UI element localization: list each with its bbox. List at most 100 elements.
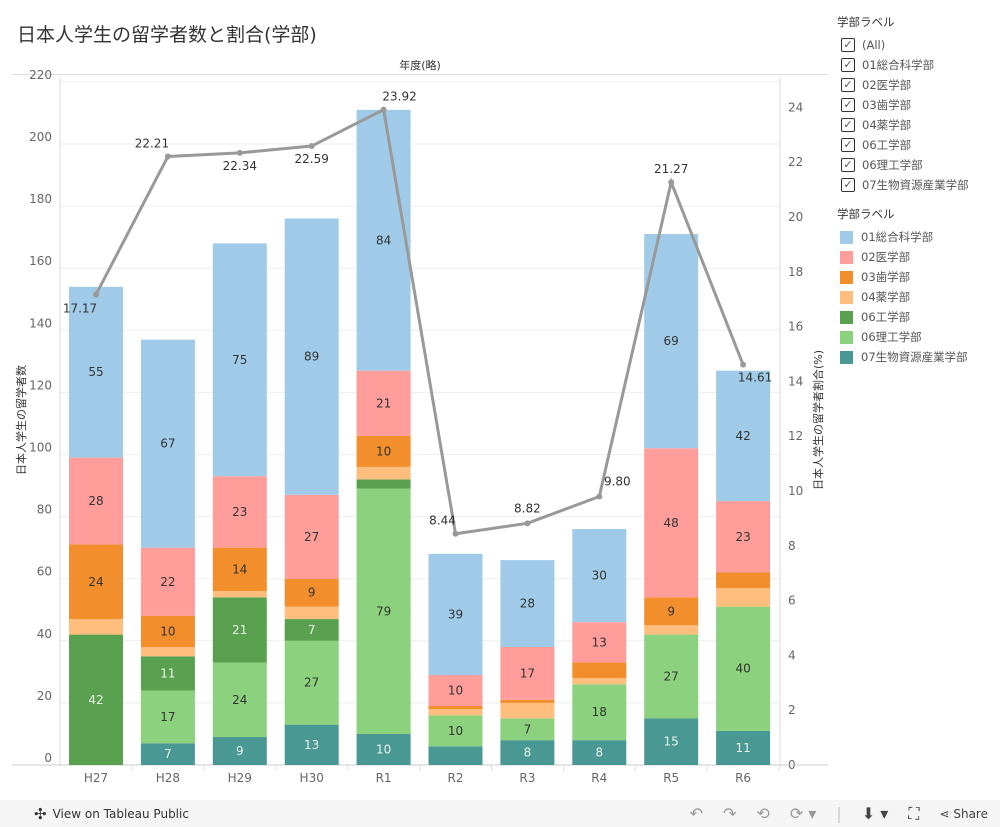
checkbox-checked-icon[interactable]: ✓: [841, 38, 855, 52]
bar-segment: [284, 640, 339, 725]
bar-data-label: 10: [376, 742, 391, 756]
y-tick-label: 40: [37, 627, 52, 641]
bar-segment: [69, 286, 123, 458]
ratio-data-label: 14.61: [738, 371, 772, 385]
y2-axis-title: 日本人学生の留学者割合(%): [811, 350, 825, 490]
bar-data-label: 10: [160, 624, 175, 638]
color-legend-item[interactable]: 06工学部: [837, 307, 968, 327]
bar-segment: [716, 606, 771, 731]
ratio-point: [452, 530, 459, 537]
filter-item[interactable]: ✓ 01総合科学部: [837, 55, 969, 75]
filter-item-label: 07生物資源産業学部: [862, 178, 969, 192]
ratio-line: [94, 107, 745, 536]
fullscreen-icon[interactable]: ⛶: [908, 803, 920, 823]
checkbox-checked-icon[interactable]: ✓: [841, 178, 855, 192]
filter-item[interactable]: ✓ 04薬学部: [837, 115, 969, 135]
refresh-icon[interactable]: ⟳ ▾: [789, 804, 817, 823]
color-legend-title: 学部ラベル: [837, 207, 895, 221]
bar-data-label: 79: [376, 604, 391, 618]
x-tick-label: R4: [591, 771, 607, 785]
y2-tick-label: 2: [788, 703, 796, 717]
bar-segment: [140, 743, 195, 765]
bar-data-label: 21: [376, 396, 391, 410]
bar-data-label: 55: [88, 365, 103, 379]
ratio-data-label: 22.21: [135, 136, 169, 150]
color-swatch: [840, 250, 853, 264]
undo-icon[interactable]: ↶: [689, 804, 703, 823]
color-swatch: [840, 330, 853, 344]
x-tick-label: R6: [735, 771, 751, 785]
y-tick-label: 160: [29, 254, 52, 268]
checkbox-checked-icon[interactable]: ✓: [841, 118, 855, 132]
color-legend-item[interactable]: 04薬学部: [837, 287, 968, 307]
filter-item[interactable]: ✓ 03歯学部: [837, 95, 969, 115]
bar-segment: [212, 591, 267, 598]
y2-tick-label: 22: [788, 155, 803, 169]
bar-segment: [572, 684, 627, 741]
bar-data-label: 89: [304, 350, 319, 364]
checkbox-checked-icon[interactable]: ✓: [841, 58, 855, 72]
bar-segment: [356, 479, 411, 489]
download-icon[interactable]: ⬇ ▾: [861, 804, 889, 823]
bar-data-label: 84: [376, 233, 391, 247]
y-tick-label: 80: [37, 503, 52, 517]
ratio-point: [308, 143, 315, 150]
share-icon: ⋖: [939, 806, 950, 821]
filter-item[interactable]: ✓ 07生物資源産業学部: [837, 175, 969, 195]
filter-item-label: 03歯学部: [862, 98, 912, 112]
bar-data-label: 22: [160, 575, 175, 589]
bar-data-label: 10: [376, 444, 391, 458]
bar-data-label: 28: [520, 597, 535, 611]
bar-segment: [140, 547, 195, 616]
bar-segment: [356, 488, 411, 734]
color-legend-item[interactable]: 06理工学部: [837, 327, 968, 347]
redo-icon[interactable]: ↷: [723, 804, 737, 823]
filter-item[interactable]: ✓ (All): [837, 35, 969, 55]
bar-data-label: 14: [232, 562, 247, 576]
bar-segment: [69, 619, 123, 635]
bar-data-label: 48: [664, 516, 679, 530]
checkbox-checked-icon[interactable]: ✓: [841, 158, 855, 172]
checkbox-checked-icon[interactable]: ✓: [841, 138, 855, 152]
y2-tick-label: 4: [788, 648, 796, 662]
x-tick-label: R3: [519, 771, 535, 785]
color-legend-item[interactable]: 03歯学部: [837, 267, 968, 287]
bar-segment: [140, 339, 195, 548]
color-legend-item[interactable]: 02医学部: [837, 247, 968, 267]
bar-data-label: 67: [160, 437, 175, 451]
ratio-point: [380, 106, 387, 113]
y-tick-label: 0: [44, 751, 52, 765]
filter-item[interactable]: ✓ 02医学部: [837, 75, 969, 95]
bar-segment: [284, 619, 339, 641]
color-swatch: [840, 310, 853, 324]
ratio-data-label: 8.82: [514, 501, 541, 515]
bar-segment: [500, 699, 555, 703]
color-swatch: [840, 350, 853, 364]
color-legend-label: 01総合科学部: [861, 230, 934, 244]
revert-icon[interactable]: ⟲: [756, 804, 770, 823]
bar-segment: [284, 494, 339, 579]
bar-segment: [716, 501, 771, 573]
ratio-data-label: 21.27: [654, 162, 688, 176]
checkbox-checked-icon[interactable]: ✓: [841, 98, 855, 112]
color-legend-item[interactable]: 07生物資源産業学部: [837, 347, 968, 367]
x-tick-label: H29: [228, 771, 252, 785]
bar-segment: [212, 547, 267, 592]
color-legend-item[interactable]: 01総合科学部: [837, 227, 968, 247]
bar-data-label: 10: [448, 724, 463, 738]
view-on-tableau-public-link[interactable]: ✣ View on Tableau Public: [34, 805, 189, 823]
bar-data-label: 27: [304, 676, 319, 690]
bar-segment: [140, 647, 195, 657]
filter-item[interactable]: ✓ 06理工学部: [837, 155, 969, 175]
x-tick-label: H27: [84, 771, 108, 785]
bar-segment: [356, 733, 411, 765]
bar-data-label: 24: [88, 575, 103, 589]
ratio-point: [236, 149, 243, 156]
filter-item-label: (All): [862, 38, 886, 52]
checkbox-checked-icon[interactable]: ✓: [841, 78, 855, 92]
filter-item[interactable]: ✓ 06工学部: [837, 135, 969, 155]
ratio-point: [668, 179, 675, 186]
tableau-logo-icon: ✣: [34, 804, 47, 823]
bar-segment: [572, 529, 627, 623]
share-button[interactable]: ⋖ Share: [939, 807, 988, 821]
